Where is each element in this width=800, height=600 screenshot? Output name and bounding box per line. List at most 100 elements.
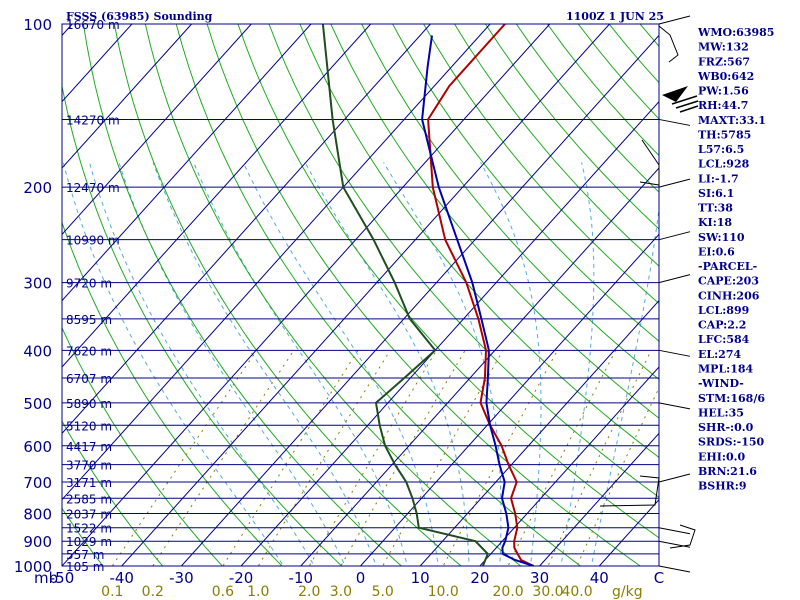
hodograph-trace: [658, 25, 679, 63]
mixing-ratio-line: [152, 350, 295, 566]
sounding-index-text: LI:-1.7: [698, 172, 739, 185]
dry-adiabat-line: [62, 221, 283, 566]
height-label: 14270 m: [66, 113, 120, 127]
temperature-tick-label: 20: [470, 569, 489, 587]
dry-adiabat-line: [175, 24, 582, 566]
sounding-index-text: -PARCEL-: [698, 260, 757, 273]
dewpoint-profile-line: [321, 24, 489, 566]
temperature-tick-labels: -50 -40 -30 -20 -10 0 10 20 30 40 C: [50, 569, 664, 587]
isobars: [62, 23, 659, 567]
wind-barbs: [658, 15, 699, 573]
chart-title: FSSS (63985) Sounding: [66, 10, 213, 23]
pressure-label: 600: [23, 438, 52, 456]
isotherm-line: [419, 299, 659, 566]
moist-adiabat-line: [304, 162, 470, 566]
dry-adiabat-line: [62, 420, 164, 566]
pressure-label: 700: [23, 474, 52, 492]
mixing-ratio-tick-label: 20.0: [493, 584, 524, 600]
height-labels: 16670 m 14270 m 12470 m 10990 m 9720 m 8595 m…: [66, 18, 120, 574]
height-label: 3770 m: [66, 459, 112, 473]
height-label: 2037 m: [66, 507, 112, 521]
isotherm-line: [479, 366, 659, 566]
hodograph: [599, 25, 696, 549]
temperature-tick-label: -50: [50, 569, 75, 587]
wind-barb-shaft: [658, 231, 691, 241]
mixing-ratio-line: [308, 350, 438, 566]
height-label: 5120 m: [66, 419, 112, 433]
moist-adiabat-line: [480, 162, 542, 566]
height-label: 9720 m: [66, 277, 112, 291]
mixing-ratio-line: [507, 350, 617, 566]
dry-adiabat-line: [299, 24, 659, 458]
temperature-tick-label: -30: [169, 569, 194, 587]
height-label: 105 m: [66, 560, 104, 574]
pressure-label: 100: [23, 16, 52, 34]
pressure-label: 500: [23, 395, 52, 413]
sounding-index-text: CAP:2.2: [698, 319, 746, 332]
dry-adiabat-line: [361, 24, 659, 381]
dry-adiabat-line: [62, 507, 104, 566]
dry-adiabats: [62, 24, 659, 566]
mixing-ratio-tick-label: 0.6: [212, 584, 234, 600]
hodograph-trace: [639, 139, 660, 186]
height-label: 4417 m: [66, 440, 112, 454]
mixing-ratio-unit-label: g/kg: [612, 584, 643, 600]
wind-barb-feathers: [671, 95, 699, 113]
wind-barb-shaft: [658, 15, 691, 25]
mixing-ratio-tick-label: 1.0: [247, 584, 269, 600]
mixing-ratio-tick-label: 0.1: [101, 584, 123, 600]
dry-adiabat-line: [62, 326, 223, 566]
dry-adiabat-line: [392, 24, 659, 342]
temperature-tick-label: -40: [109, 569, 134, 587]
mixing-ratio-tick-label: 10.0: [428, 584, 459, 600]
isotherms: [62, 24, 659, 566]
height-label: 5890 m: [66, 397, 112, 411]
temperature-tick-label: 10: [411, 569, 430, 587]
wind-barb-shaft: [658, 118, 691, 126]
dry-adiabat-line: [268, 24, 659, 498]
temperature-profile-line: [427, 24, 535, 566]
pressure-label: 900: [23, 533, 52, 551]
sounding-index-text: L57:6.5: [698, 143, 744, 156]
dry-adiabat-line: [454, 24, 659, 267]
sounding-index-text: BRN:21.6: [698, 465, 757, 478]
moist-adiabat-line: [118, 162, 346, 566]
dry-adiabat-line: [423, 24, 659, 305]
sounding-index-text: EI:0.6: [698, 245, 735, 258]
mixing-ratio-tick-labels: 0.1 0.2 0.6 1.0 2.0 3.0 5.0 10.0 20.0 30.040.0: [101, 584, 592, 600]
mixing-ratio-line: [257, 350, 391, 566]
isotherm-line: [300, 167, 659, 566]
sounding-index-text: SRDS:-150: [698, 436, 765, 449]
sounding-index-text: SI:6.1: [698, 187, 734, 200]
pressure-label: 800: [23, 505, 52, 523]
wind-barb-shaft: [658, 473, 691, 483]
sounding-index-text: MAXT:33.1: [698, 114, 766, 127]
sounding-index-text: KI:18: [698, 216, 732, 229]
isotherm-line: [62, 24, 551, 566]
isotherm-line: [62, 24, 192, 169]
sounding-index-text: -WIND-: [698, 377, 744, 390]
mixing-ratio-line: [340, 350, 466, 566]
sounding-index-text: LFC:584: [698, 333, 750, 346]
sounding-index-text: MW:132: [698, 41, 749, 54]
sounding-index-text: EHI:0.0: [698, 450, 745, 463]
sounding-index-text: BSHR:9: [698, 480, 747, 493]
dry-adiabat-line: [237, 24, 659, 539]
hodograph-trace: [669, 524, 696, 549]
height-label: 10990 m: [66, 234, 120, 248]
sounding-index-text: LCL:899: [698, 304, 749, 317]
profile-series: [321, 24, 535, 566]
isotherm-line: [360, 233, 659, 566]
sounding-index-text: RH:44.7: [698, 99, 748, 112]
mixing-ratio-tick-label: 3.0: [330, 584, 352, 600]
height-label: 16670 m: [66, 18, 120, 32]
height-label: 12470 m: [66, 181, 120, 195]
isotherm-line: [62, 24, 252, 236]
sounding-index-text: EL:274: [698, 348, 741, 361]
sounding-index-text: FRZ:567: [698, 55, 750, 68]
height-label: 2585 m: [66, 492, 112, 506]
pressure-label: 1000: [14, 558, 52, 576]
sounding-index-text: WMO:63985: [697, 26, 774, 39]
temperature-tick-label: -20: [229, 569, 254, 587]
